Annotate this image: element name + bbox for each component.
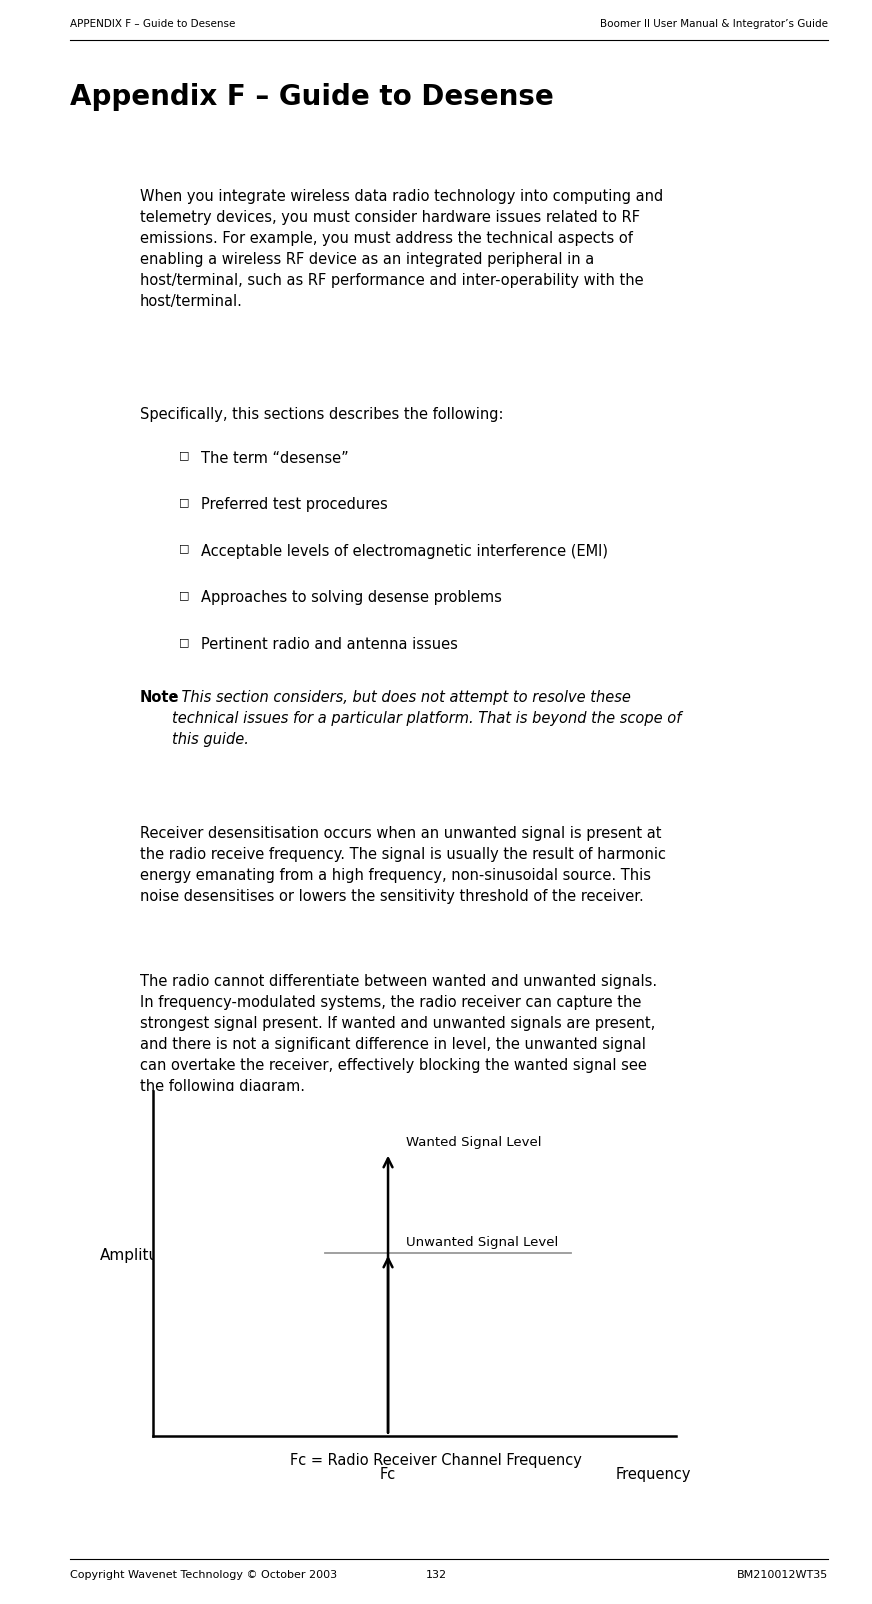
Text: Unwanted Signal Level: Unwanted Signal Level [406, 1237, 559, 1250]
Text: Pertinent radio and antenna issues: Pertinent radio and antenna issues [201, 637, 458, 651]
Text: Receiver desensitisation occurs when an unwanted signal is present at
the radio : Receiver desensitisation occurs when an … [140, 826, 665, 905]
Text: □: □ [179, 497, 189, 507]
Text: APPENDIX F – Guide to Desense: APPENDIX F – Guide to Desense [70, 19, 235, 29]
Text: Frequency: Frequency [616, 1466, 691, 1482]
Text: Acceptable levels of electromagnetic interference (EMI): Acceptable levels of electromagnetic int… [201, 544, 608, 558]
Text: Boomer II User Manual & Integrator’s Guide: Boomer II User Manual & Integrator’s Gui… [601, 19, 828, 29]
Text: Copyright Wavenet Technology © October 2003: Copyright Wavenet Technology © October 2… [70, 1570, 337, 1580]
Text: The radio cannot differentiate between wanted and unwanted signals.
In frequency: The radio cannot differentiate between w… [140, 974, 657, 1094]
Text: The term “desense”: The term “desense” [201, 451, 348, 465]
Text: Specifically, this sections describes the following:: Specifically, this sections describes th… [140, 407, 503, 422]
Text: Fc = Radio Receiver Channel Frequency: Fc = Radio Receiver Channel Frequency [290, 1453, 582, 1468]
Text: BM210012WT35: BM210012WT35 [737, 1570, 828, 1580]
Text: Wanted and Unwanted Signal Levels: Wanted and Unwanted Signal Levels [284, 1148, 588, 1166]
Text: Appendix F – Guide to Desense: Appendix F – Guide to Desense [70, 83, 554, 111]
Text: Approaches to solving desense problems: Approaches to solving desense problems [201, 590, 501, 605]
Text: Fc: Fc [380, 1466, 396, 1482]
Text: Amplitude: Amplitude [100, 1248, 179, 1262]
Text: : This section considers, but does not attempt to resolve these
technical issues: : This section considers, but does not a… [172, 690, 681, 747]
Text: □: □ [179, 637, 189, 646]
Text: □: □ [179, 590, 189, 600]
Text: When you integrate wireless data radio technology into computing and
telemetry d: When you integrate wireless data radio t… [140, 189, 663, 310]
Text: 132: 132 [426, 1570, 446, 1580]
Text: Preferred test procedures: Preferred test procedures [201, 497, 387, 512]
Text: □: □ [179, 544, 189, 553]
Text: Note: Note [140, 690, 179, 704]
Text: Wanted Signal Level: Wanted Signal Level [406, 1136, 542, 1150]
Text: □: □ [179, 451, 189, 460]
